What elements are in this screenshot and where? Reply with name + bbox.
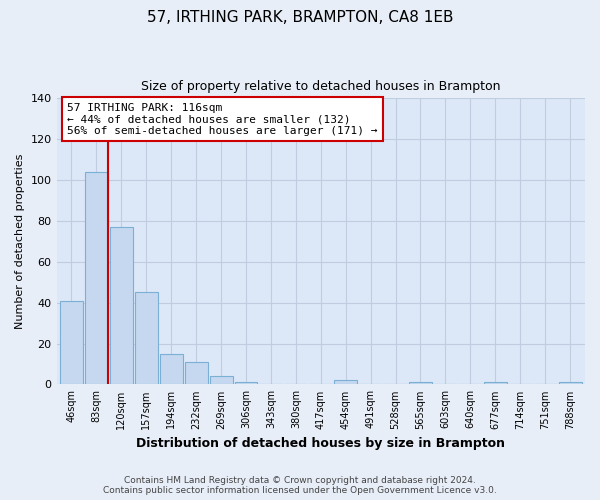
X-axis label: Distribution of detached houses by size in Brampton: Distribution of detached houses by size … [136, 437, 505, 450]
Text: 57, IRTHING PARK, BRAMPTON, CA8 1EB: 57, IRTHING PARK, BRAMPTON, CA8 1EB [147, 10, 453, 25]
Title: Size of property relative to detached houses in Brampton: Size of property relative to detached ho… [141, 80, 500, 93]
Bar [135, 292, 158, 384]
Bar [160, 354, 182, 384]
Bar [60, 300, 83, 384]
Bar [559, 382, 581, 384]
Text: Contains HM Land Registry data © Crown copyright and database right 2024.
Contai: Contains HM Land Registry data © Crown c… [103, 476, 497, 495]
Y-axis label: Number of detached properties: Number of detached properties [15, 154, 25, 329]
Bar [409, 382, 432, 384]
Bar [185, 362, 208, 384]
Text: 57 IRTHING PARK: 116sqm
← 44% of detached houses are smaller (132)
56% of semi-d: 57 IRTHING PARK: 116sqm ← 44% of detache… [67, 102, 377, 136]
Bar [235, 382, 257, 384]
Bar [209, 376, 233, 384]
Bar [484, 382, 507, 384]
Bar [334, 380, 357, 384]
Bar [85, 172, 108, 384]
Bar [110, 227, 133, 384]
